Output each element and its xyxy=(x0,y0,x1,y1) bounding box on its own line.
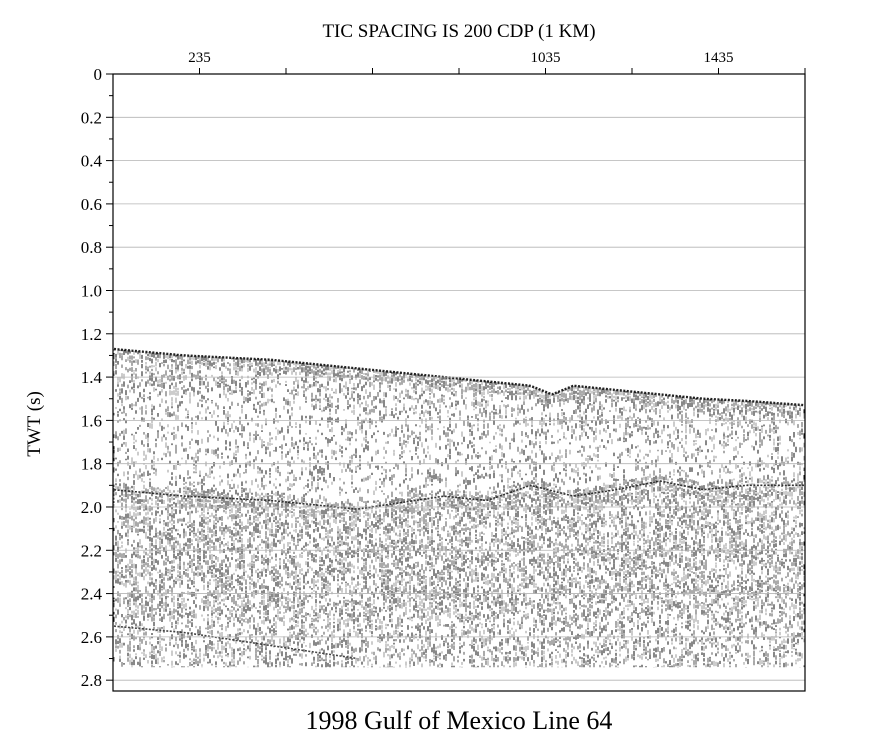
x-axis-ticks: 235 1035 1435 xyxy=(188,50,806,74)
grid-lines xyxy=(113,116,805,681)
y-tick-label-13: 2.6 xyxy=(81,628,102,647)
x-tick-label-1: 1035 xyxy=(531,50,561,66)
top-axis-label: TIC SPACING IS 200 CDP (1 KM) xyxy=(322,21,595,42)
y-tick-label-9: 1.8 xyxy=(81,455,102,474)
y-tick-label-7: 1.4 xyxy=(81,368,103,387)
seismic-traces-dark xyxy=(113,349,805,668)
x-tick-label-2: 1435 xyxy=(704,50,734,66)
plot-frame xyxy=(112,73,806,692)
y-tick-label-6: 1.2 xyxy=(81,325,102,344)
deep-reflector xyxy=(113,625,358,660)
y-axis-ticks: 0 0.2 0.4 0.6 0.8 1.0 1.2 1.4 1.6 1.8 2.0 2.2 2.4 2.6… xyxy=(81,65,113,690)
y-tick-label-14: 2.8 xyxy=(81,671,102,690)
y-tick-label-8: 1.6 xyxy=(81,411,102,430)
seismic-traces-mid xyxy=(113,349,805,668)
seismic-image xyxy=(113,347,805,668)
y-axis-label: TWT (s) xyxy=(24,391,45,457)
y-tick-label-5: 1.0 xyxy=(81,281,102,300)
y-tick-label-10: 2.0 xyxy=(81,498,102,517)
y-tick-label-11: 2.2 xyxy=(81,541,102,560)
x-tick-label-0: 235 xyxy=(188,50,211,66)
chart-title: 1998 Gulf of Mexico Line 64 xyxy=(306,706,613,735)
y-tick-label-1: 0.2 xyxy=(81,108,102,127)
y-tick-label-4: 0.8 xyxy=(81,238,102,257)
y-tick-label-3: 0.6 xyxy=(81,195,102,214)
y-tick-label-12: 2.4 xyxy=(81,585,103,604)
strong-reflector xyxy=(113,480,804,510)
y-tick-label-2: 0.4 xyxy=(81,152,103,171)
y-tick-label-0: 0 xyxy=(94,65,103,84)
